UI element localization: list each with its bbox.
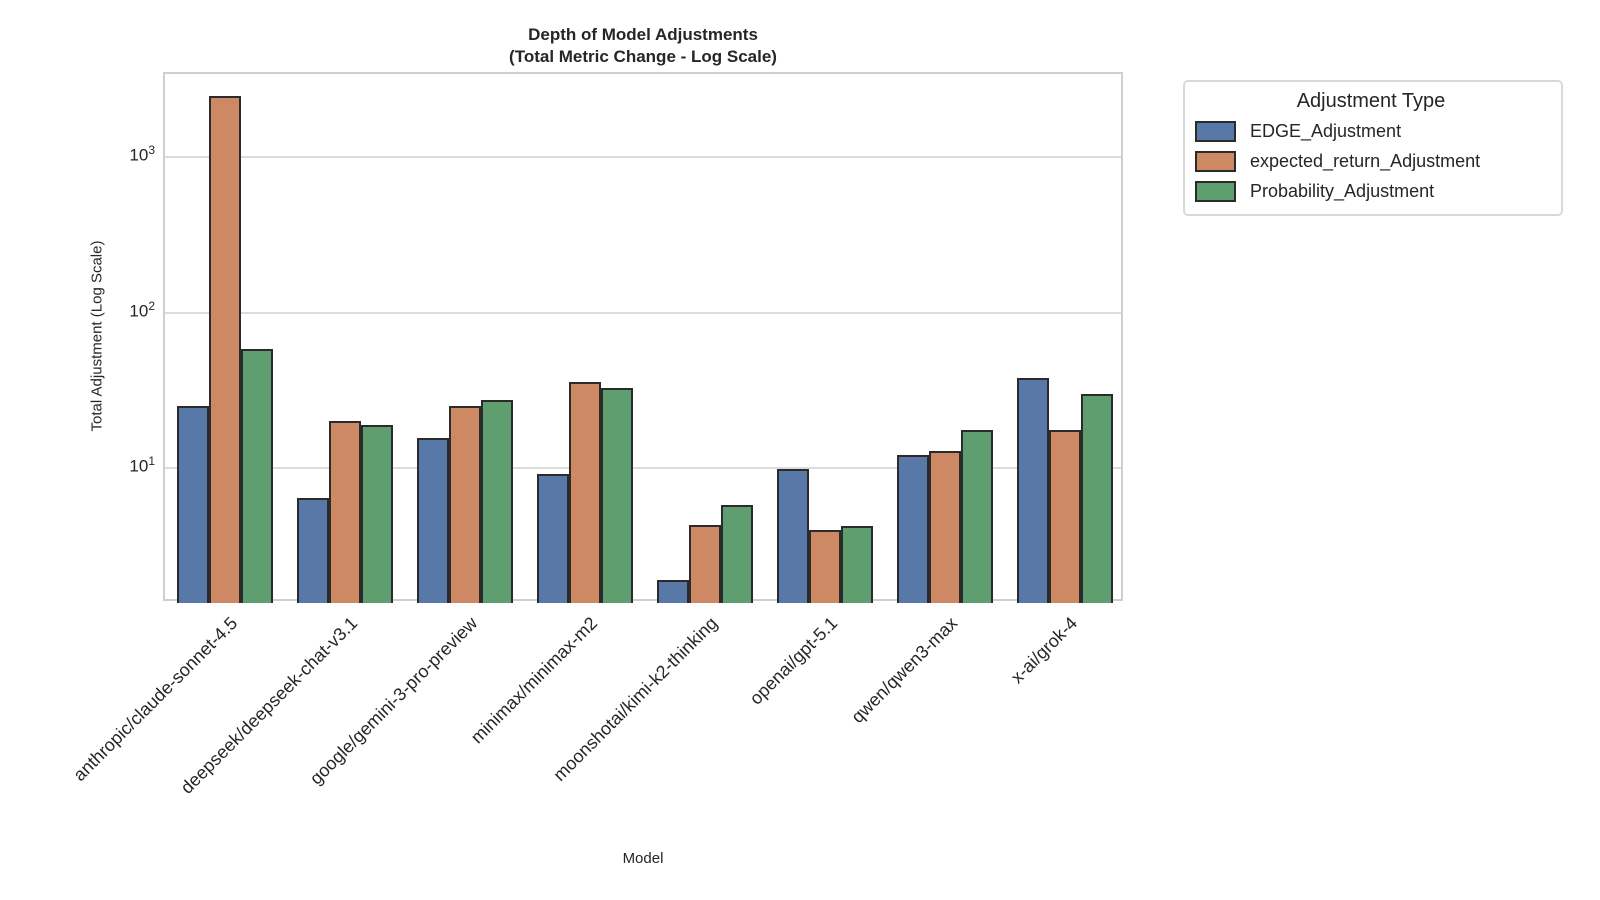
legend-swatch-icon bbox=[1195, 181, 1236, 202]
y-tick-label: 103 bbox=[129, 143, 155, 165]
x-tick-label: x-ai/grok-4 bbox=[1006, 613, 1082, 688]
legend-item-label: EDGE_Adjustment bbox=[1250, 121, 1402, 141]
gridline bbox=[165, 156, 1121, 159]
bar-expected_return_Adjustment-moonshotai/kimi-k2-thinking bbox=[689, 524, 721, 603]
chart-title: Depth of Model Adjustments (Total Metric… bbox=[163, 24, 1123, 68]
bar-expected_return_Adjustment-qwen/qwen3-max bbox=[929, 451, 961, 603]
bar-EDGE_Adjustment-deepseek/deepseek-chat-v3.1 bbox=[297, 498, 329, 603]
legend-item-label: Probability_Adjustment bbox=[1250, 181, 1435, 201]
x-tick-label: qwen/qwen3-max bbox=[847, 613, 962, 727]
bar-Probability_Adjustment-qwen/qwen3-max bbox=[961, 430, 993, 603]
bar-EDGE_Adjustment-moonshotai/kimi-k2-thinking bbox=[657, 579, 689, 603]
gridline bbox=[165, 466, 1121, 469]
legend-item: EDGE_Adjustment bbox=[1195, 121, 1547, 142]
bar-expected_return_Adjustment-x-ai/grok-4 bbox=[1049, 430, 1081, 603]
bar-EDGE_Adjustment-qwen/qwen3-max bbox=[897, 454, 929, 603]
legend-item: Probability_Adjustment bbox=[1195, 181, 1547, 202]
chart-title-line2: (Total Metric Change - Log Scale) bbox=[509, 47, 777, 66]
bar-expected_return_Adjustment-minimax/minimax-m2 bbox=[569, 381, 601, 603]
chart-title-line1: Depth of Model Adjustments bbox=[528, 25, 758, 44]
legend-title: Adjustment Type bbox=[1296, 90, 1446, 112]
legend-items: EDGE_Adjustment expected_return_Adjustmen… bbox=[1195, 121, 1547, 202]
gridline bbox=[165, 311, 1121, 314]
x-tick-label: openai/gpt-5.1 bbox=[745, 613, 842, 709]
bar-Probability_Adjustment-anthropic/claude-sonnet-4.5 bbox=[241, 349, 273, 603]
bar-Probability_Adjustment-deepseek/deepseek-chat-v3.1 bbox=[361, 424, 393, 603]
bar-Probability_Adjustment-openai/gpt-5.1 bbox=[841, 526, 873, 603]
x-tick-label: minimax/minimax-m2 bbox=[466, 613, 602, 748]
legend-swatch-icon bbox=[1195, 151, 1236, 172]
plot-area bbox=[163, 72, 1123, 603]
legend-swatch-icon bbox=[1195, 121, 1236, 142]
bar-Probability_Adjustment-google/gemini-3-pro-preview bbox=[481, 399, 513, 603]
legend-item-label: expected_return_Adjustment bbox=[1250, 151, 1481, 171]
bar-EDGE_Adjustment-x-ai/grok-4 bbox=[1017, 377, 1049, 603]
bar-Probability_Adjustment-x-ai/grok-4 bbox=[1081, 393, 1113, 603]
x-axis-label: Model bbox=[622, 850, 664, 867]
bar-EDGE_Adjustment-minimax/minimax-m2 bbox=[537, 474, 569, 603]
bar-EDGE_Adjustment-google/gemini-3-pro-preview bbox=[417, 438, 449, 603]
bar-Probability_Adjustment-minimax/minimax-m2 bbox=[601, 388, 633, 603]
legend: Adjustment Type EDGE_Adjustment expected_… bbox=[1183, 80, 1563, 216]
bar-expected_return_Adjustment-google/gemini-3-pro-preview bbox=[449, 406, 481, 603]
y-tick-label: 102 bbox=[129, 298, 155, 321]
bar-expected_return_Adjustment-openai/gpt-5.1 bbox=[809, 529, 841, 603]
y-tick-label: 101 bbox=[129, 453, 155, 476]
bar-EDGE_Adjustment-openai/gpt-5.1 bbox=[777, 469, 809, 603]
bar-EDGE_Adjustment-anthropic/claude-sonnet-4.5 bbox=[177, 406, 209, 603]
legend-item: expected_return_Adjustment bbox=[1195, 151, 1547, 172]
bar-expected_return_Adjustment-deepseek/deepseek-chat-v3.1 bbox=[329, 421, 361, 603]
bar-expected_return_Adjustment-anthropic/claude-sonnet-4.5 bbox=[209, 95, 241, 603]
y-axis-label: Total Adjustment (Log Scale) bbox=[88, 240, 106, 432]
bar-Probability_Adjustment-moonshotai/kimi-k2-thinking bbox=[721, 504, 753, 603]
